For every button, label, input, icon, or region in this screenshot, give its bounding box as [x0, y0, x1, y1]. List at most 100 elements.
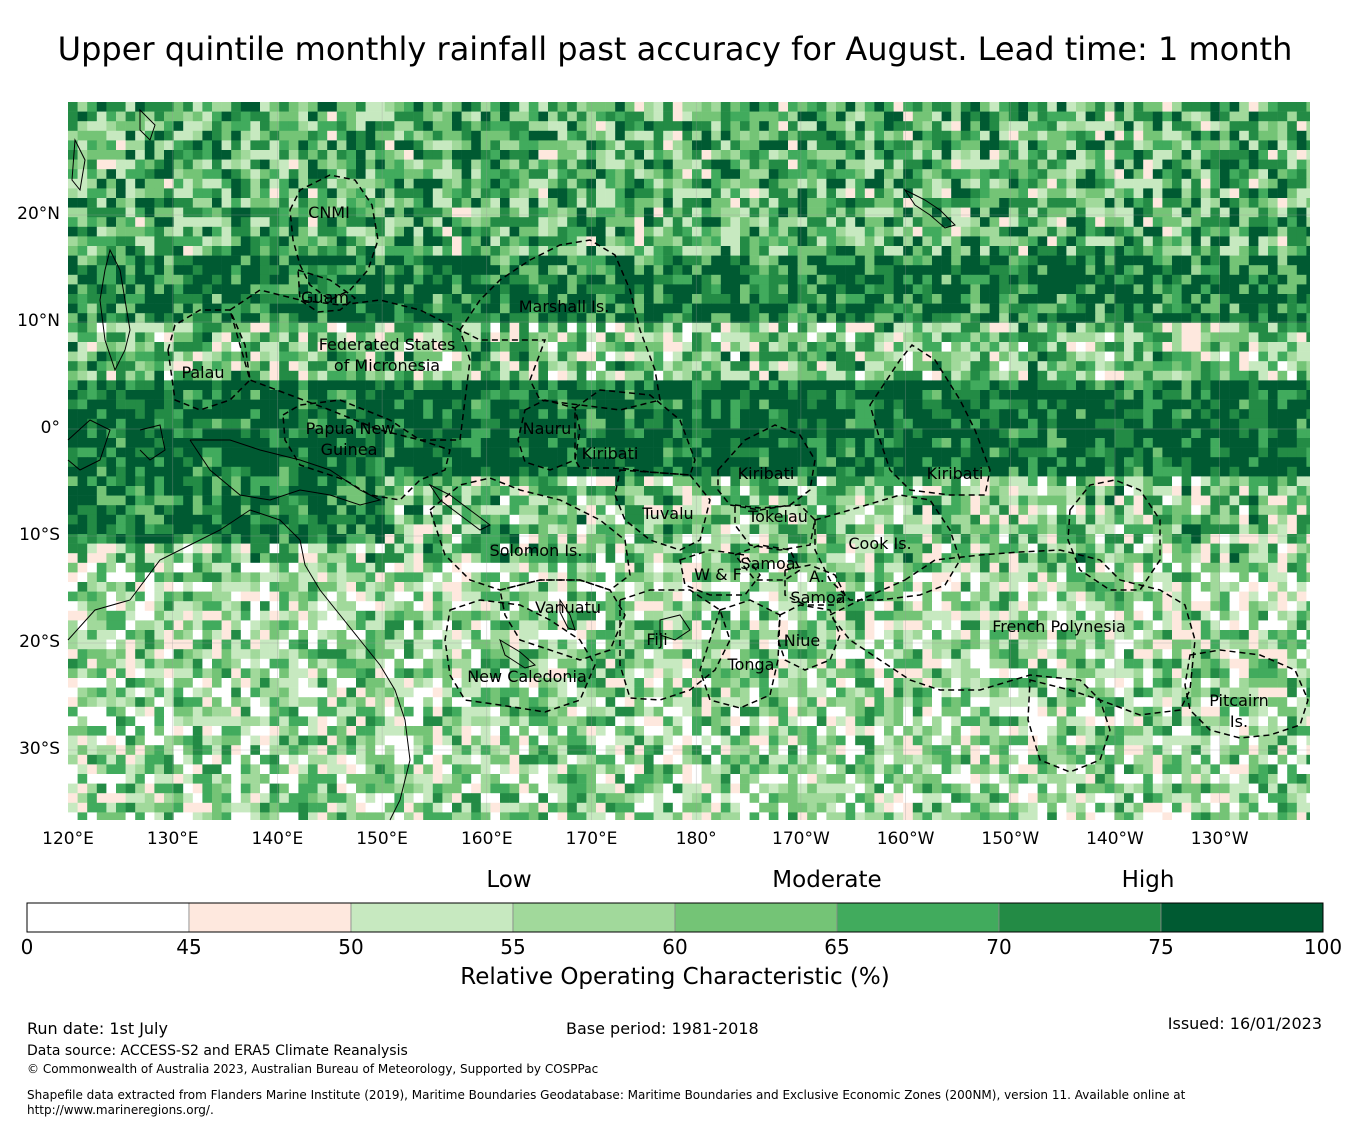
grid-cell	[538, 466, 549, 477]
grid-cell	[1095, 198, 1106, 208]
grid-cell	[634, 390, 645, 400]
grid-cell	[116, 361, 126, 372]
grid-cell	[144, 178, 155, 189]
grid-cell	[308, 150, 318, 160]
grid-cell	[845, 226, 856, 237]
grid-cell	[461, 418, 472, 429]
grid-cell	[644, 178, 654, 189]
grid-cell	[893, 409, 904, 420]
grid-cell	[1104, 380, 1115, 391]
grid-cell	[231, 447, 242, 458]
grid-cell	[221, 159, 232, 170]
grid-cell	[528, 342, 539, 352]
grid-cell	[1143, 150, 1154, 160]
grid-cell	[356, 457, 366, 468]
grid-cell	[1018, 294, 1029, 304]
grid-cell	[1028, 303, 1038, 314]
grid-cell	[260, 332, 270, 343]
grid-cell	[413, 188, 424, 199]
grid-cell	[548, 236, 558, 247]
grid-cell	[432, 130, 443, 141]
grid-cell	[1172, 159, 1182, 170]
grid-cell	[528, 226, 539, 237]
grid-cell	[912, 188, 923, 199]
grid-cell	[106, 466, 117, 477]
grid-cell	[202, 198, 213, 208]
grid-cell	[317, 265, 328, 276]
grid-cell	[893, 332, 904, 343]
grid-cell	[720, 447, 731, 458]
grid-cell	[1095, 457, 1106, 468]
grid-cell	[384, 121, 395, 132]
grid-cell	[1008, 121, 1019, 132]
grid-cell	[1056, 322, 1067, 333]
grid-cell	[1258, 274, 1269, 285]
grid-cell	[250, 169, 261, 180]
grid-cell	[912, 236, 923, 247]
grid-cell	[797, 178, 808, 189]
grid-cell	[855, 380, 866, 391]
grid-cell	[173, 178, 184, 189]
grid-cell	[989, 457, 1000, 468]
grid-cell	[605, 390, 616, 400]
grid-cell	[932, 255, 942, 266]
grid-cell	[288, 409, 299, 420]
grid-cell	[1143, 226, 1154, 237]
grid-cell	[480, 409, 491, 420]
grid-cell	[1239, 150, 1250, 160]
grid-cell	[980, 351, 990, 362]
grid-cell	[759, 418, 770, 429]
grid-cell	[480, 255, 491, 266]
grid-cell	[461, 255, 472, 266]
grid-cell	[903, 418, 914, 429]
grid-cell	[116, 236, 126, 247]
grid-cell	[941, 178, 952, 189]
grid-cell	[1152, 121, 1163, 132]
grid-cell	[154, 342, 165, 352]
grid-cell	[845, 150, 856, 160]
grid-cell	[96, 457, 107, 468]
grid-cell	[980, 236, 990, 247]
grid-cell	[567, 198, 578, 208]
grid-cell	[711, 428, 722, 439]
grid-cell	[548, 188, 558, 199]
grid-cell	[788, 303, 798, 314]
grid-cell	[567, 370, 578, 381]
grid-cell	[701, 370, 712, 381]
grid-cell	[596, 409, 606, 420]
grid-cell	[298, 284, 309, 295]
grid-cell	[1200, 409, 1211, 420]
grid-cell	[749, 428, 760, 439]
grid-cell	[125, 313, 136, 324]
grid-cell	[365, 457, 376, 468]
grid-cell	[356, 409, 366, 420]
grid-cell	[1181, 246, 1192, 256]
grid-cell	[308, 428, 318, 439]
grid-cell	[106, 265, 117, 276]
grid-cell	[154, 188, 165, 199]
grid-cell	[922, 274, 933, 285]
grid-cell	[221, 169, 232, 180]
grid-cell	[77, 111, 88, 122]
grid-cell	[1306, 255, 1310, 266]
grid-cell	[279, 303, 290, 314]
grid-cell	[1085, 332, 1096, 343]
grid-cell	[1162, 361, 1173, 372]
grid-cell	[989, 409, 1000, 420]
grid-cell	[836, 102, 846, 112]
grid-cell	[528, 178, 539, 189]
grid-cell	[797, 274, 808, 285]
grid-cell	[1008, 207, 1019, 218]
grid-cell	[1008, 169, 1019, 180]
grid-cell	[692, 246, 702, 256]
grid-cell	[212, 361, 222, 372]
grid-cell	[1066, 390, 1077, 400]
grid-cell	[250, 370, 261, 381]
grid-cell	[989, 303, 1000, 314]
grid-cell	[797, 332, 808, 343]
grid-cell	[720, 246, 731, 256]
grid-cell	[346, 380, 357, 391]
grid-cell	[1143, 121, 1154, 132]
grid-cell	[1277, 428, 1288, 439]
grid-cell	[1287, 303, 1298, 314]
